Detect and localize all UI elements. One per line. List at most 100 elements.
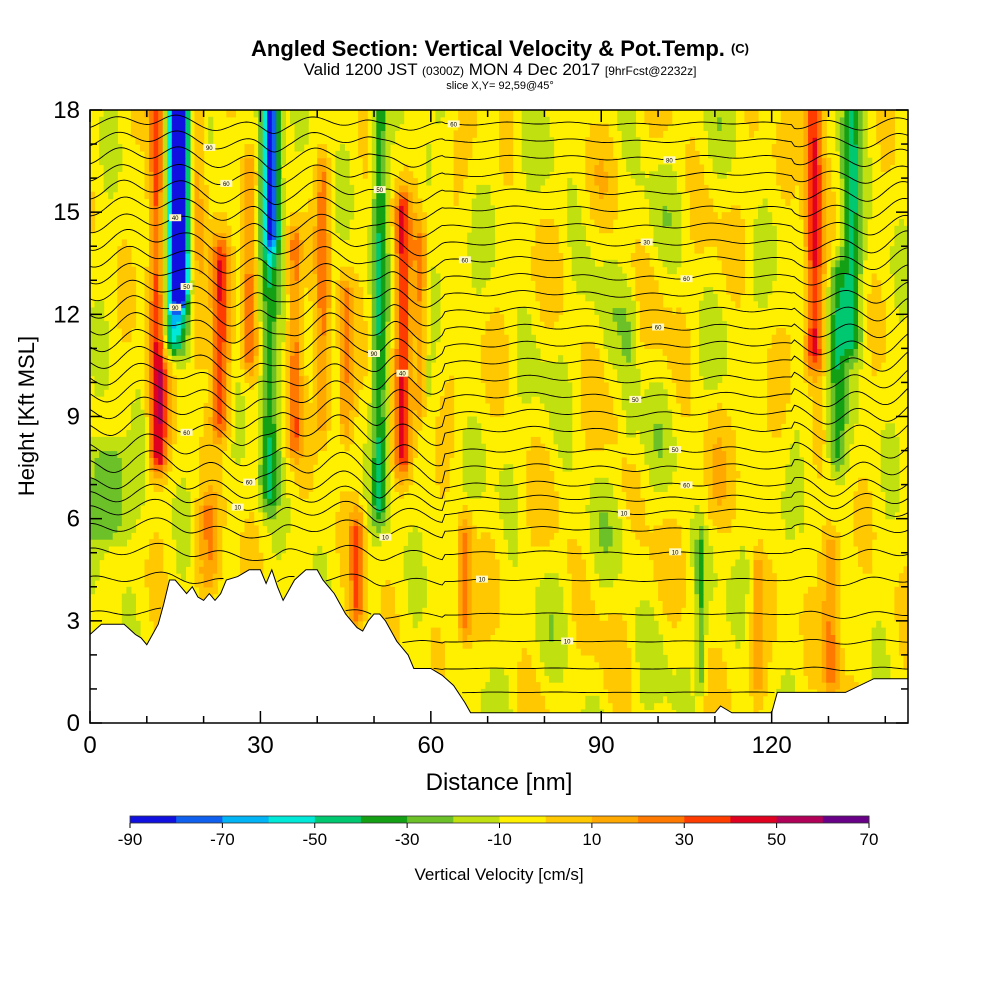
field-cell <box>867 321 886 329</box>
field-cell <box>630 348 636 356</box>
field-cell <box>162 157 168 166</box>
field-cell <box>276 178 282 186</box>
field-cell <box>126 586 132 595</box>
field-cell <box>335 219 350 227</box>
field-cell <box>276 457 282 465</box>
field-cell <box>803 328 809 336</box>
field-cell <box>171 259 186 268</box>
field-cell <box>358 144 368 152</box>
field-cell <box>435 457 450 465</box>
field-cell <box>835 436 841 445</box>
field-cell <box>176 566 186 574</box>
field-cell <box>744 116 759 125</box>
field-cell <box>703 293 718 302</box>
field-cell <box>821 600 836 608</box>
field-cell <box>694 573 700 581</box>
field-cell <box>489 409 505 418</box>
field-cell <box>226 110 236 118</box>
field-cell <box>90 307 105 315</box>
field-cell <box>530 539 550 547</box>
field-cell <box>712 471 727 479</box>
field-cell <box>240 348 246 356</box>
field-cell <box>689 198 714 206</box>
field-cell <box>358 110 368 118</box>
field-cell <box>408 436 414 445</box>
field-cell <box>149 232 155 240</box>
field-cell <box>267 280 273 288</box>
field-cell <box>635 293 664 302</box>
field-cell <box>217 511 227 520</box>
field-cell <box>594 477 609 486</box>
field-cell <box>303 375 309 383</box>
field-cell <box>262 491 268 499</box>
isentrope-label-box <box>447 120 460 128</box>
field-cell <box>649 477 673 486</box>
field-cell <box>90 491 123 499</box>
field-cell <box>608 614 623 622</box>
field-cell <box>153 430 164 438</box>
field-cell <box>376 110 386 118</box>
field-cell <box>376 416 386 424</box>
field-cell <box>376 511 382 520</box>
field-cell <box>462 580 468 588</box>
isentrope-label: 10 <box>564 640 571 646</box>
field-cell <box>385 498 391 506</box>
field-cell <box>412 409 418 418</box>
field-cell <box>630 259 650 268</box>
field-cell <box>649 219 664 227</box>
field-cell <box>285 232 291 240</box>
field-cell <box>412 614 423 622</box>
field-cell <box>817 232 823 240</box>
field-cell <box>208 273 214 281</box>
field-cell <box>430 280 441 288</box>
field-cell <box>830 430 836 438</box>
field-cell <box>853 123 859 131</box>
field-cell <box>803 668 823 676</box>
field-cell <box>880 436 900 445</box>
field-cell <box>267 443 273 452</box>
field-cell <box>826 620 832 629</box>
field-cell <box>117 259 132 268</box>
field-cell <box>776 123 805 131</box>
field-cell <box>253 355 259 363</box>
field-cell <box>639 430 655 438</box>
field-cell <box>408 225 414 234</box>
field-cell <box>194 505 200 513</box>
field-cell <box>149 614 164 622</box>
field-cell <box>253 171 259 179</box>
field-cell <box>267 123 273 131</box>
field-cell <box>153 464 164 472</box>
field-cell <box>167 130 173 138</box>
field-cell <box>162 246 168 254</box>
field-cell <box>471 205 495 213</box>
field-cell <box>290 219 318 227</box>
field-cell <box>130 123 150 131</box>
field-cell <box>230 307 236 315</box>
field-cell <box>835 348 845 356</box>
field-cell <box>339 232 350 240</box>
field-cell <box>762 586 777 595</box>
field-cell <box>312 382 318 390</box>
field-cell <box>362 157 368 166</box>
field-cell <box>599 191 605 200</box>
field-cell <box>385 368 391 377</box>
field-cell <box>371 539 382 547</box>
field-cell <box>858 328 864 336</box>
field-cell <box>694 641 700 649</box>
field-cell <box>848 157 859 166</box>
field-cell <box>171 314 182 322</box>
field-cell <box>417 334 423 343</box>
isentrope-line <box>90 433 908 467</box>
field-cell <box>185 232 191 240</box>
field-cell <box>589 191 600 200</box>
field-cell <box>517 682 541 690</box>
field-cell <box>217 498 227 506</box>
field-cell <box>171 144 186 152</box>
x-tick-label: 30 <box>247 732 274 759</box>
field-cell <box>185 253 191 261</box>
field-cell <box>90 205 96 213</box>
field-cell <box>385 212 391 220</box>
field-cell <box>149 280 155 288</box>
field-cell <box>285 396 291 404</box>
x-tick-label: 120 <box>752 732 792 759</box>
